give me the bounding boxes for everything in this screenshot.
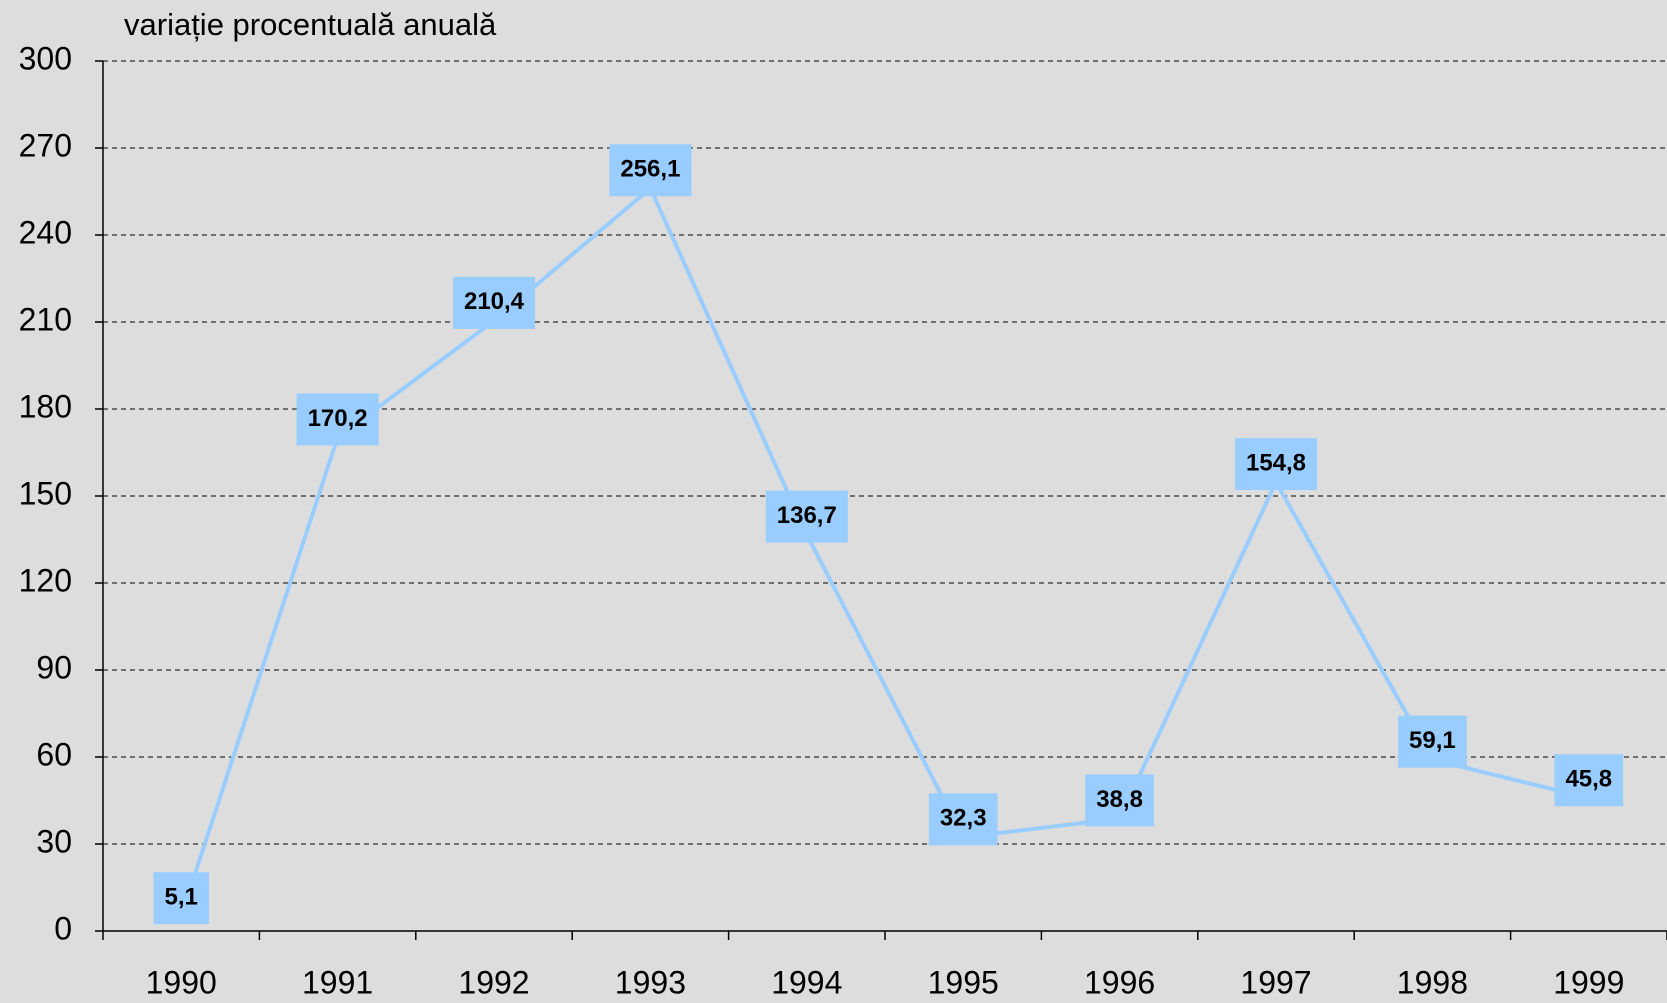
data-label-box [296,393,379,446]
data-label-box [1398,715,1467,768]
data-label-text: 154,8 [1246,449,1306,476]
series-line [179,185,1590,917]
y-tick-label: 120 [19,562,72,598]
x-tick-label: 1995 [928,964,999,1000]
x-tick-label: 1996 [1084,964,1155,1000]
data-label-box [452,276,536,329]
x-tick-label: 1997 [1240,964,1311,1000]
data-label: 210,4 [452,276,536,329]
y-tick-label: 210 [19,301,72,337]
data-label: 256,1 [609,144,692,197]
y-tick-label: 60 [36,736,72,772]
data-label-box [1554,754,1624,807]
y-tick-label: 0 [54,910,72,946]
y-tick-label: 90 [36,649,72,685]
data-label: 5,1 [153,872,209,925]
data-label: 136,7 [765,490,848,543]
data-label-box [1234,438,1318,491]
data-label-text: 136,7 [777,502,837,529]
data-label-text: 5,1 [165,884,198,911]
y-tick-label: 150 [19,475,72,511]
data-label: 45,8 [1554,754,1624,807]
x-tick-label: 1998 [1397,964,1468,1000]
y-tick-label: 30 [36,823,72,859]
data-label: 59,1 [1398,715,1467,768]
data-label-box [928,793,998,846]
data-label-box [153,872,209,925]
data-label-box [1085,774,1154,827]
y-tick-label: 180 [19,388,72,424]
data-label: 38,8 [1085,774,1154,827]
data-label: 170,2 [296,393,379,446]
data-label-text: 59,1 [1409,727,1456,754]
data-label-text: 32,3 [940,805,987,832]
y-tick-label: 300 [19,40,72,76]
x-tick-label: 1992 [458,964,529,1000]
x-tick-label: 1999 [1553,964,1624,1000]
data-label-box [609,144,692,197]
y-tick-label: 240 [19,214,72,250]
x-tick-label: 1991 [302,964,373,1000]
data-label-box [765,490,848,543]
data-label-text: 210,4 [464,288,525,315]
data-label: 32,3 [928,793,998,846]
x-tick-label: 1990 [146,964,217,1000]
y-tick-label: 270 [19,127,72,163]
data-label: 154,8 [1234,438,1318,491]
data-label-text: 170,2 [308,405,368,432]
x-tick-label: 1993 [615,964,686,1000]
x-tick-label: 1994 [771,964,842,1000]
data-label-text: 45,8 [1565,766,1612,793]
data-label-text: 38,8 [1096,786,1143,813]
chart-title: variație procentuală anuală [124,7,497,42]
data-label-text: 256,1 [620,156,680,183]
